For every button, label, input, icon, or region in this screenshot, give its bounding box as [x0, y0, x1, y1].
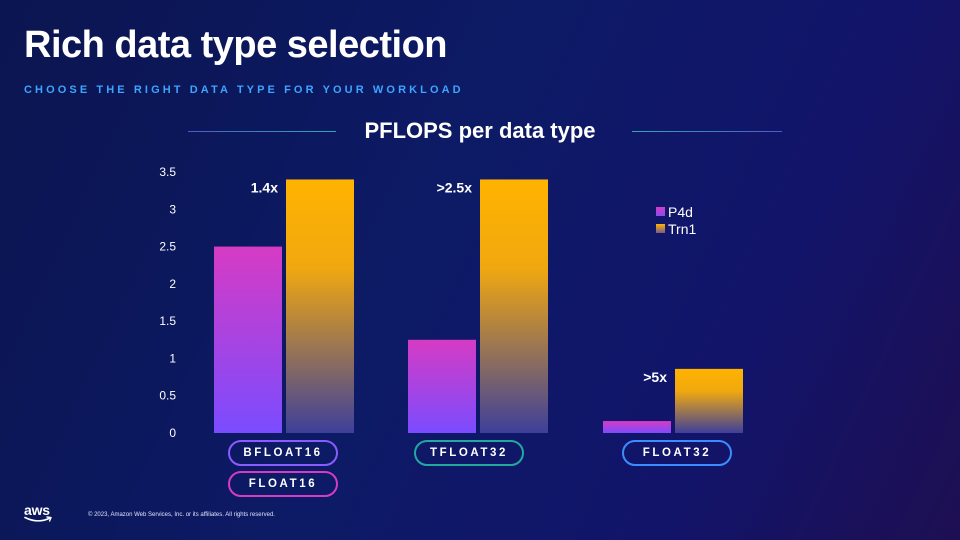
annotation-float32: >5x — [643, 369, 667, 385]
y-tick-label: 3 — [169, 202, 176, 216]
slide-title: Rich data type selection — [24, 24, 448, 66]
y-tick-label: 1 — [169, 351, 176, 365]
copyright-notice: © 2023, Amazon Web Services, Inc. or its… — [88, 512, 275, 518]
bar-annotations: 1.4x >2.5x >5x — [251, 179, 667, 384]
annotation-tfloat32: >2.5x — [437, 179, 473, 195]
legend-item-trn1: Trn1 — [656, 220, 696, 237]
chart-title-rule-left — [188, 131, 336, 132]
aws-logo-text: aws — [24, 502, 50, 518]
category-pill-tfloat32: TFLOAT32 — [414, 440, 524, 466]
legend-swatch-p4d — [656, 207, 665, 216]
aws-smile-icon — [24, 516, 52, 522]
bar-trn1-tfloat32 — [480, 179, 548, 433]
category-pill-bfloat16: BFLOAT16 — [228, 440, 338, 466]
chart-title: PFLOPS per data type — [364, 118, 596, 143]
legend-item-p4d: P4d — [656, 203, 696, 220]
chart-legend: P4d Trn1 — [656, 203, 696, 237]
y-tick-label: 2 — [169, 277, 176, 291]
chart-title-rule-right — [632, 131, 782, 132]
bar-p4d-bfloat16 — [214, 246, 282, 433]
y-tick-label: 0.5 — [159, 389, 176, 403]
legend-label-p4d: P4d — [668, 203, 693, 220]
bar-p4d-float32 — [603, 421, 671, 433]
y-tick-label: 3.5 — [159, 165, 176, 179]
bar-p4d-tfloat32 — [408, 339, 476, 433]
bar-trn1-bfloat16 — [286, 179, 354, 433]
annotation-bfloat16: 1.4x — [251, 179, 278, 195]
category-pill-float32: FLOAT32 — [622, 440, 732, 466]
legend-swatch-trn1 — [656, 224, 665, 233]
y-tick-label: 2.5 — [159, 240, 176, 254]
aws-logo: aws — [24, 503, 58, 523]
y-tick-label: 1.5 — [159, 314, 176, 328]
y-axis: 0 0.5 1 1.5 2 2.5 3 3.5 — [159, 165, 176, 440]
legend-label-trn1: Trn1 — [668, 220, 697, 237]
bar-trn1-float32 — [675, 368, 743, 433]
bars — [214, 179, 743, 433]
category-pill-float16: FLOAT16 — [228, 471, 338, 497]
y-tick-label: 0 — [169, 426, 176, 440]
slide-subtitle: CHOOSE THE RIGHT DATA TYPE FOR YOUR WORK… — [24, 84, 464, 96]
